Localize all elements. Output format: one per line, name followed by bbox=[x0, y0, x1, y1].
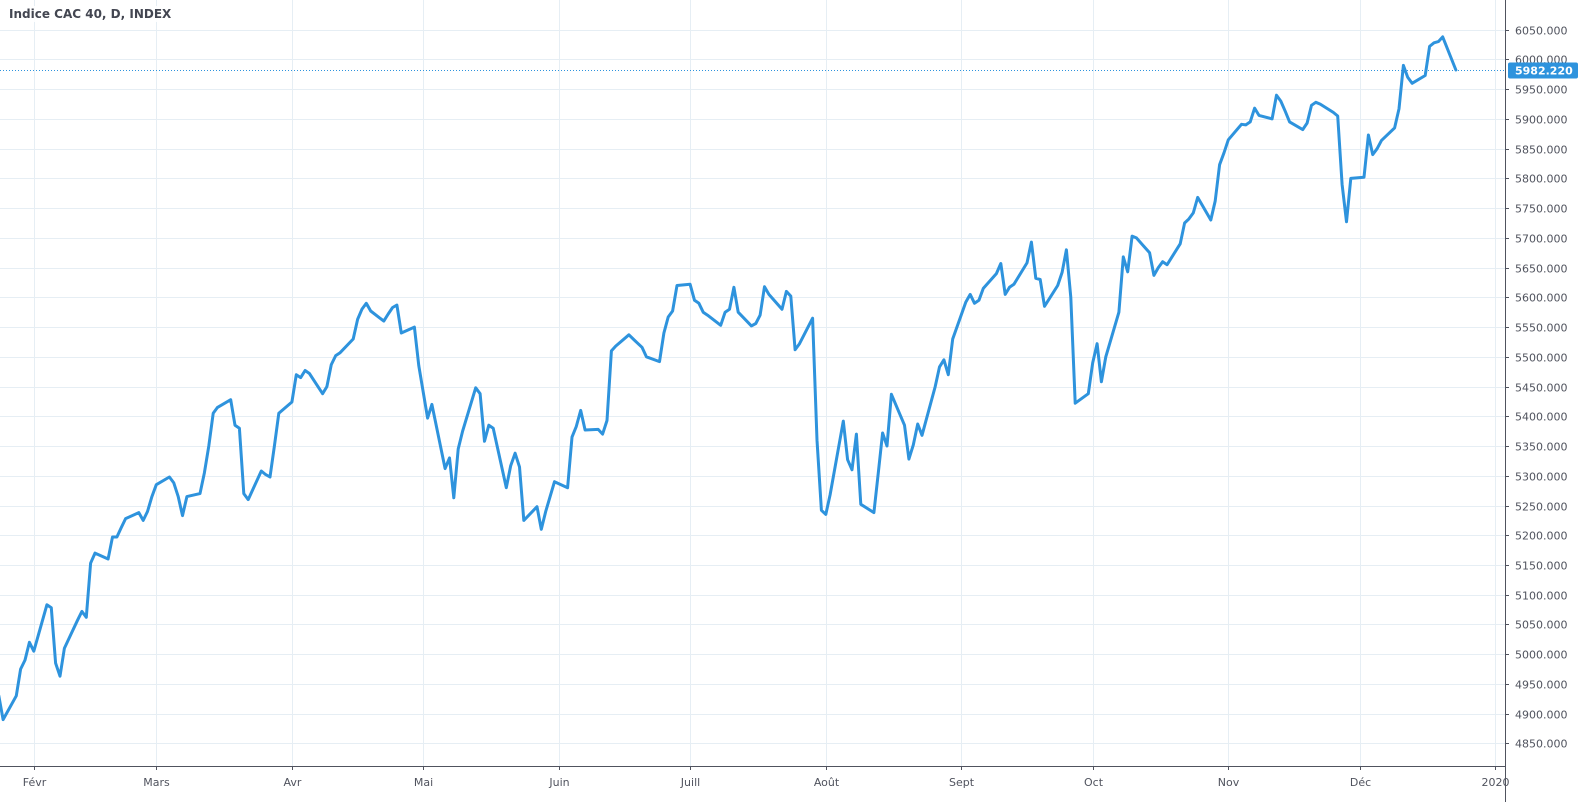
x-tick-label: Déc bbox=[1350, 776, 1371, 789]
horizontal-gridlines bbox=[0, 30, 1505, 744]
y-tick-label: 5850.000 bbox=[1515, 144, 1568, 157]
price-axis-bg bbox=[1505, 0, 1585, 802]
y-tick-label: 5300.000 bbox=[1515, 471, 1568, 484]
y-tick-label: 5400.000 bbox=[1515, 411, 1568, 424]
x-tick-label: Oct bbox=[1084, 776, 1104, 789]
y-tick-label: 5750.000 bbox=[1515, 203, 1568, 216]
x-tick-label: Août bbox=[814, 776, 840, 789]
x-tick-label: Févr bbox=[23, 776, 47, 789]
price-axis[interactable]: 4850.000 4900.000 4950.000 5000.000 5050.000… bbox=[1505, 0, 1585, 802]
time-axis-bg bbox=[0, 766, 1505, 802]
y-tick-label: 5450.000 bbox=[1515, 382, 1568, 395]
y-tick-label: 4900.000 bbox=[1515, 709, 1568, 722]
last-price-label-group: 5982.220 bbox=[1508, 62, 1578, 79]
y-tick-label: 5200.000 bbox=[1515, 530, 1568, 543]
y-tick-label: 5000.000 bbox=[1515, 649, 1568, 662]
y-tick-label: 5350.000 bbox=[1515, 441, 1568, 454]
y-tick-label: 6050.000 bbox=[1515, 25, 1568, 38]
last-price-value: 5982.220 bbox=[1515, 65, 1573, 78]
y-tick-label: 4950.000 bbox=[1515, 679, 1568, 692]
x-tick-label: Sept bbox=[949, 776, 975, 789]
y-tick-label: 5150.000 bbox=[1515, 560, 1568, 573]
x-tick-label: Nov bbox=[1218, 776, 1240, 789]
y-tick-label: 5900.000 bbox=[1515, 114, 1568, 127]
y-tick-label: 5500.000 bbox=[1515, 352, 1568, 365]
cac40-series-line[interactable] bbox=[0, 35, 1458, 722]
x-tick-label: Mai bbox=[414, 776, 433, 789]
vertical-gridlines bbox=[34, 0, 1496, 766]
x-tick-label: Avr bbox=[284, 776, 302, 789]
y-tick-label: 5650.000 bbox=[1515, 263, 1568, 276]
x-tick-label: Mars bbox=[143, 776, 170, 789]
y-tick-label: 5700.000 bbox=[1515, 233, 1568, 246]
y-tick-label: 5250.000 bbox=[1515, 501, 1568, 514]
last-price-badge bbox=[1508, 62, 1578, 79]
y-tick-label: 5950.000 bbox=[1515, 84, 1568, 97]
y-tick-label: 5550.000 bbox=[1515, 322, 1568, 335]
chart-legend-title: Indice CAC 40, D, INDEX bbox=[6, 6, 175, 22]
x-tick-label: Juill bbox=[680, 776, 700, 789]
y-tick-label: 5050.000 bbox=[1515, 619, 1568, 632]
y-tick-label: 4850.000 bbox=[1515, 738, 1568, 751]
y-tick-label: 5100.000 bbox=[1515, 590, 1568, 603]
y-tick-label: 5800.000 bbox=[1515, 173, 1568, 186]
series-group bbox=[0, 35, 1458, 722]
time-axis[interactable]: Févr Mars Avr Mai Juin Juill Août Sept Oct Nov Déc… bbox=[0, 766, 1510, 802]
x-tick-label: Juin bbox=[548, 776, 569, 789]
x-tick-label: 2020 bbox=[1482, 776, 1510, 789]
y-tick-label: 5600.000 bbox=[1515, 292, 1568, 305]
